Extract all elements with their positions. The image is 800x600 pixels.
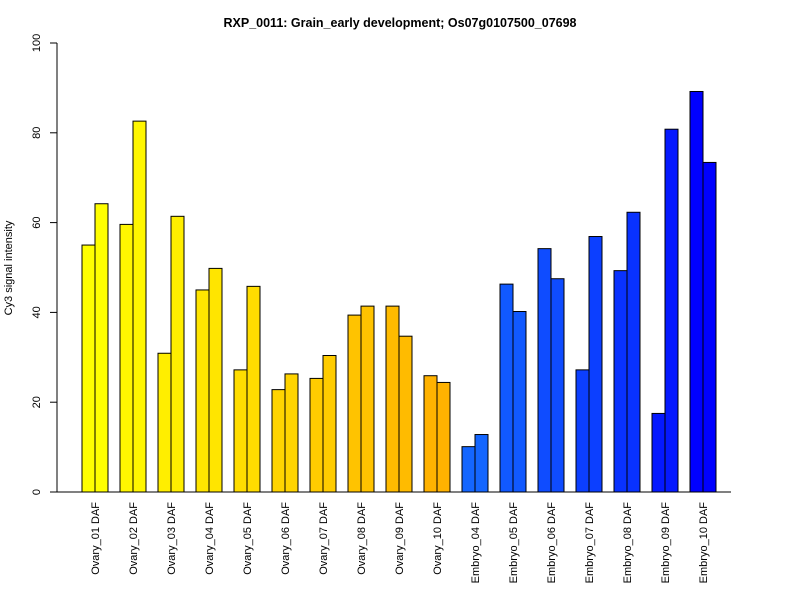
bar-ovary-01-daf-1 [81,244,96,493]
bar-embryo-10-daf-1 [689,90,704,493]
y-tick-label: 80 [31,127,43,139]
y-tick-label: 100 [31,34,43,52]
bar-embryo-05-daf-1 [499,283,514,493]
y-axis: 0 20 40 60 80 100 [31,34,58,495]
bar-ovary-06-daf-2 [284,373,299,493]
bars-group [81,90,717,493]
bar-ovary-07-daf-2 [322,355,337,493]
x-tick-label: Embryo_10 DAF [698,502,710,584]
x-tick-label: Ovary_07 DAF [318,502,330,575]
x-tick-label: Ovary_09 DAF [394,502,406,575]
bar-ovary-10-daf-1 [423,375,438,493]
bar-ovary-02-daf-2 [132,120,147,493]
y-tick-label: 0 [31,489,43,495]
bar-ovary-03-daf-2 [170,215,185,493]
bar-embryo-09-daf-1 [651,412,666,493]
bar-ovary-04-daf-1 [195,289,210,493]
bar-ovary-06-daf-1 [271,389,286,493]
bar-ovary-08-daf-2 [360,305,375,493]
bar-ovary-05-daf-2 [246,285,261,493]
y-tick-label: 20 [31,396,43,408]
x-tick-label: Ovary_04 DAF [204,502,216,575]
x-tick-label: Embryo_09 DAF [660,502,672,584]
bar-embryo-10-daf-2 [702,161,717,493]
bar-embryo-09-daf-2 [664,128,679,493]
x-tick-label: Ovary_03 DAF [166,502,178,575]
bar-embryo-05-daf-2 [512,311,527,493]
x-tick-labels: Ovary_01 DAF Ovary_02 DAF Ovary_03 DAF Ovar… [90,502,710,584]
bar-embryo-08-daf-1 [613,270,628,493]
bar-ovary-03-daf-1 [157,352,172,493]
bar-embryo-04-daf-2 [474,434,489,493]
bar-ovary-09-daf-1 [385,305,400,493]
y-tick-label: 60 [31,216,43,228]
bar-embryo-04-daf-1 [461,446,476,493]
x-tick-label: Embryo_06 DAF [546,502,558,584]
y-axis-label: Cy3 signal intensity [3,220,15,315]
bar-ovary-07-daf-1 [309,377,324,493]
x-tick-label: Ovary_06 DAF [280,502,292,575]
bar-ovary-05-daf-1 [233,369,248,493]
y-tick-label: 40 [31,306,43,318]
bar-embryo-07-daf-2 [588,236,603,493]
bar-ovary-02-daf-1 [119,223,134,493]
bar-ovary-10-daf-2 [436,381,451,493]
bar-ovary-01-daf-2 [94,203,109,493]
x-tick-label: Ovary_05 DAF [242,502,254,575]
bar-embryo-08-daf-2 [626,211,641,493]
bar-embryo-07-daf-1 [575,369,590,493]
x-tick-label: Embryo_07 DAF [584,502,596,584]
x-tick-label: Ovary_08 DAF [356,502,368,575]
bar-ovary-09-daf-2 [398,335,413,493]
chart-title: RXP_0011: Grain_early development; Os07g… [224,16,577,30]
x-tick-label: Embryo_05 DAF [508,502,520,584]
x-tick-label: Ovary_01 DAF [90,502,102,575]
x-tick-label: Ovary_02 DAF [128,502,140,575]
bar-ovary-04-daf-2 [208,267,223,493]
bar-ovary-08-daf-1 [347,314,362,493]
bar-embryo-06-daf-2 [550,278,565,493]
x-tick-label: Embryo_04 DAF [470,502,482,584]
x-tick-label: Embryo_08 DAF [622,502,634,584]
x-tick-label: Ovary_10 DAF [432,502,444,575]
bar-embryo-06-daf-1 [537,248,552,493]
